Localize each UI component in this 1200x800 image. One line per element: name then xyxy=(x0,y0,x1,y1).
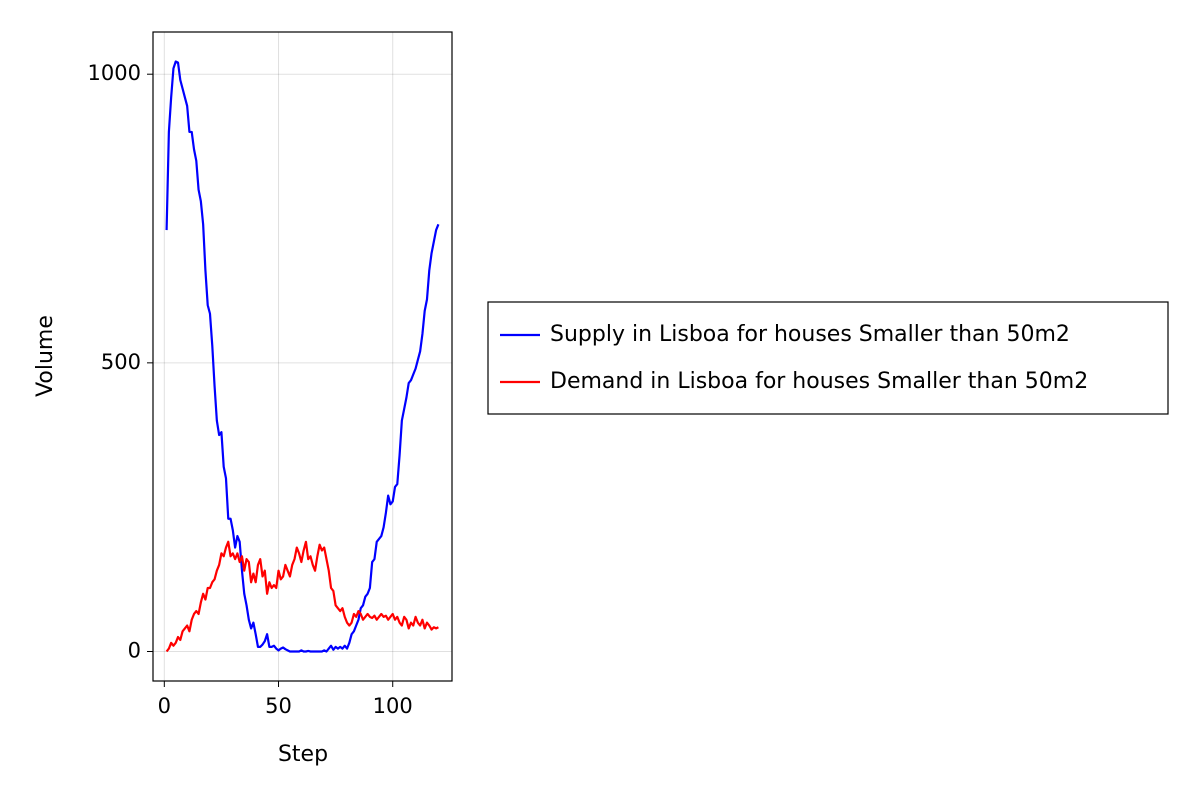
x-tick-label: 100 xyxy=(373,694,413,718)
legend-label: Demand in Lisboa for houses Smaller than… xyxy=(550,369,1088,394)
x-axis-label: Step xyxy=(278,742,328,767)
y-tick-label: 0 xyxy=(128,639,141,663)
y-tick-label: 1000 xyxy=(88,61,141,85)
y-axis-label: Volume xyxy=(33,315,58,397)
legend: Supply in Lisboa for houses Smaller than… xyxy=(487,301,1169,415)
x-tick-label: 0 xyxy=(158,694,171,718)
plot-frame xyxy=(152,31,453,682)
legend-label: Supply in Lisboa for houses Smaller than… xyxy=(550,322,1070,347)
x-tick-label: 50 xyxy=(265,694,292,718)
line-series xyxy=(165,60,440,653)
line-series xyxy=(165,540,439,653)
legend-box xyxy=(487,301,1169,415)
y-tick-label: 500 xyxy=(101,350,141,374)
